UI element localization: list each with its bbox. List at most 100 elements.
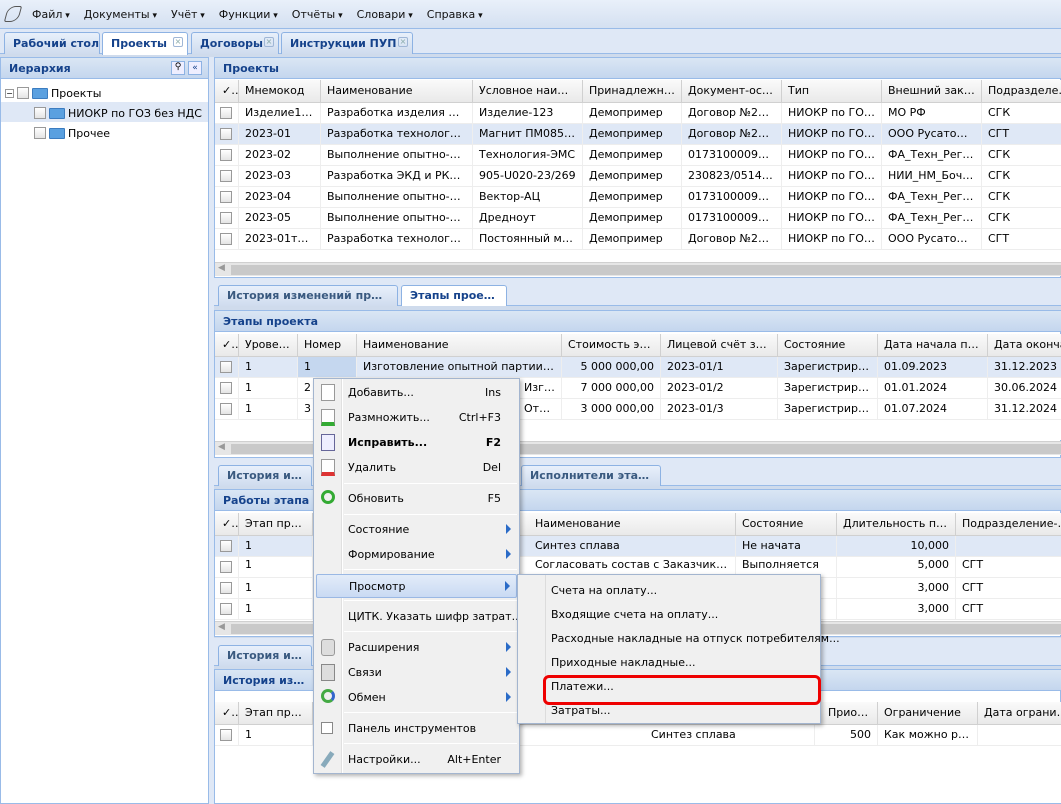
submenu-item[interactable]: Расходные накладные на отпуск потребител… [551, 632, 840, 645]
table-row[interactable]: 2023-05 Выполнение опытно-конс... Дредноут… [215, 208, 1061, 229]
tree-node[interactable]: − Проекты [1, 82, 208, 102]
context-menu-item[interactable]: Расширения [316, 636, 517, 660]
tab-1[interactable]: Проекты × [102, 32, 188, 55]
tab-3[interactable]: Инструкции ПУП × [281, 32, 413, 54]
column-header[interactable]: Ограничение [878, 702, 978, 724]
table-row[interactable]: 13Отработка с ...3 000 000,002023-01/3За… [215, 399, 1061, 420]
row-checkbox[interactable] [215, 557, 239, 577]
row-checkbox[interactable] [215, 124, 239, 144]
row-checkbox[interactable] [215, 103, 239, 123]
checkbox[interactable] [220, 561, 232, 573]
column-header[interactable]: Принадлежность [583, 80, 682, 102]
checkbox[interactable] [220, 170, 232, 182]
column-header[interactable]: Мнемокод [239, 80, 321, 102]
table-row[interactable]: 12Изготовление опыт...7 000 000,002023-0… [215, 378, 1061, 399]
column-header[interactable]: Приоритет [822, 702, 878, 724]
row-checkbox[interactable] [215, 378, 239, 398]
column-header[interactable]: Дата ограничения [978, 702, 1061, 724]
row-checkbox[interactable] [215, 166, 239, 186]
checkbox[interactable] [220, 233, 232, 245]
close-tab-icon[interactable]: × [173, 37, 183, 47]
column-header[interactable]: Наименование [357, 334, 562, 356]
context-menu-item[interactable]: Добавить... Ins [316, 381, 517, 405]
table-row[interactable]: 2023-04 Выполнение опытно-конс... Вектор-А… [215, 187, 1061, 208]
expand-minus-icon[interactable]: − [5, 88, 14, 98]
row-checkbox[interactable] [215, 536, 239, 556]
menu-3[interactable]: Функции [219, 8, 278, 21]
context-menu-item[interactable]: Состояние [316, 518, 517, 542]
menu-6[interactable]: Справка [427, 8, 483, 21]
row-checkbox[interactable] [215, 578, 239, 598]
column-header[interactable]: Этап проекта [239, 702, 313, 724]
menu-4[interactable]: Отчёты [292, 8, 343, 21]
column-header[interactable]: Состояние [736, 513, 837, 535]
table-row[interactable]: 2023-02 Выполнение опытно-конс... Технолог… [215, 145, 1061, 166]
tree-checkbox[interactable] [34, 127, 46, 139]
column-header[interactable]: Состояние [778, 334, 878, 356]
checkbox[interactable] [220, 191, 232, 203]
tab-0[interactable]: Рабочий стол [4, 32, 100, 54]
table-row[interactable]: 2023-01 Разработка технологии и... Магнит … [215, 124, 1061, 145]
splitter[interactable] [209, 57, 214, 804]
select-all-checkmark[interactable]: ✓ [215, 80, 239, 102]
checkbox[interactable] [220, 603, 232, 615]
column-header[interactable]: Наименование [529, 513, 736, 535]
context-menu-item[interactable]: Обмен [316, 686, 517, 710]
context-menu-item[interactable]: ЦИТК. Указать шифр затрат... [316, 605, 522, 629]
subtab-1[interactable]: Этапы проекта [401, 285, 507, 306]
column-header[interactable]: Номер [298, 334, 357, 356]
subtab-0[interactable]: История изменений [218, 645, 312, 666]
context-menu-item[interactable]: Связи [316, 661, 517, 685]
table-row[interactable]: Изделие123 Разработка изделия 123 Изделие-… [215, 103, 1061, 124]
row-checkbox[interactable] [215, 399, 239, 419]
checkbox[interactable] [220, 582, 232, 594]
collapse-panel-button[interactable]: « [188, 61, 202, 75]
column-header[interactable]: Дата начала план [878, 334, 988, 356]
menu-0[interactable]: Файл [32, 8, 70, 21]
table-row[interactable]: 1 Синтез сплава 500 Как можно ран... [215, 725, 1061, 746]
column-header[interactable]: Документ-основание [682, 80, 782, 102]
menu-1[interactable]: Документы [84, 8, 157, 21]
checkbox[interactable] [220, 382, 232, 394]
tab-2[interactable]: Договоры × [191, 32, 279, 54]
column-header[interactable]: Длительность план▼ [837, 513, 956, 535]
row-checkbox[interactable] [215, 599, 239, 619]
checkbox[interactable] [220, 107, 232, 119]
row-checkbox[interactable] [215, 208, 239, 228]
subtab-0[interactable]: История изменений проекта [218, 285, 398, 306]
table-row[interactable]: 2023-01тест Разработка технологии и... Пос… [215, 229, 1061, 250]
context-menu-item[interactable]: Просмотр [316, 574, 517, 598]
subtab-1[interactable]: Исполнители этапа [521, 465, 661, 486]
menu-5[interactable]: Словари [357, 8, 413, 21]
column-header[interactable]: Внешний заказчик [882, 80, 982, 102]
row-checkbox[interactable] [215, 725, 239, 745]
select-all-checkmark[interactable]: ✓ [215, 513, 239, 535]
submenu-item[interactable]: Затраты... [551, 704, 611, 717]
menu-2[interactable]: Учёт [171, 8, 205, 21]
tree-node[interactable]: НИОКР по ГОЗ без НДС [1, 102, 208, 122]
row-checkbox[interactable] [215, 187, 239, 207]
close-tab-icon[interactable]: × [264, 37, 274, 47]
context-menu-item[interactable]: Исправить... F2 [316, 431, 517, 455]
context-menu-item[interactable]: Обновить F5 [316, 487, 517, 511]
column-header[interactable]: Уровень [239, 334, 298, 356]
checkbox[interactable] [220, 212, 232, 224]
select-all-checkmark[interactable]: ✓ [215, 334, 239, 356]
column-header[interactable]: Этап проекта [239, 513, 313, 535]
checkbox[interactable] [220, 403, 232, 415]
checkbox[interactable] [220, 729, 232, 741]
column-header[interactable]: Подразделение-исполнитель [956, 513, 1061, 535]
checkbox[interactable] [220, 149, 232, 161]
column-header[interactable]: Тип [782, 80, 882, 102]
find-icon[interactable]: ⚲ [171, 61, 185, 75]
subtab-0[interactable]: История изменений [218, 465, 312, 486]
context-menu-item[interactable]: Панель инструментов [316, 717, 517, 741]
checkbox[interactable] [220, 540, 232, 552]
checkbox[interactable] [220, 128, 232, 140]
close-tab-icon[interactable]: × [398, 37, 408, 47]
tree-node[interactable]: Прочее [1, 122, 208, 142]
checkbox[interactable] [220, 361, 232, 373]
submenu-item[interactable]: Платежи... [551, 680, 614, 693]
column-header[interactable]: Наименование [321, 80, 473, 102]
context-menu-item[interactable]: Удалить Del [316, 456, 517, 480]
